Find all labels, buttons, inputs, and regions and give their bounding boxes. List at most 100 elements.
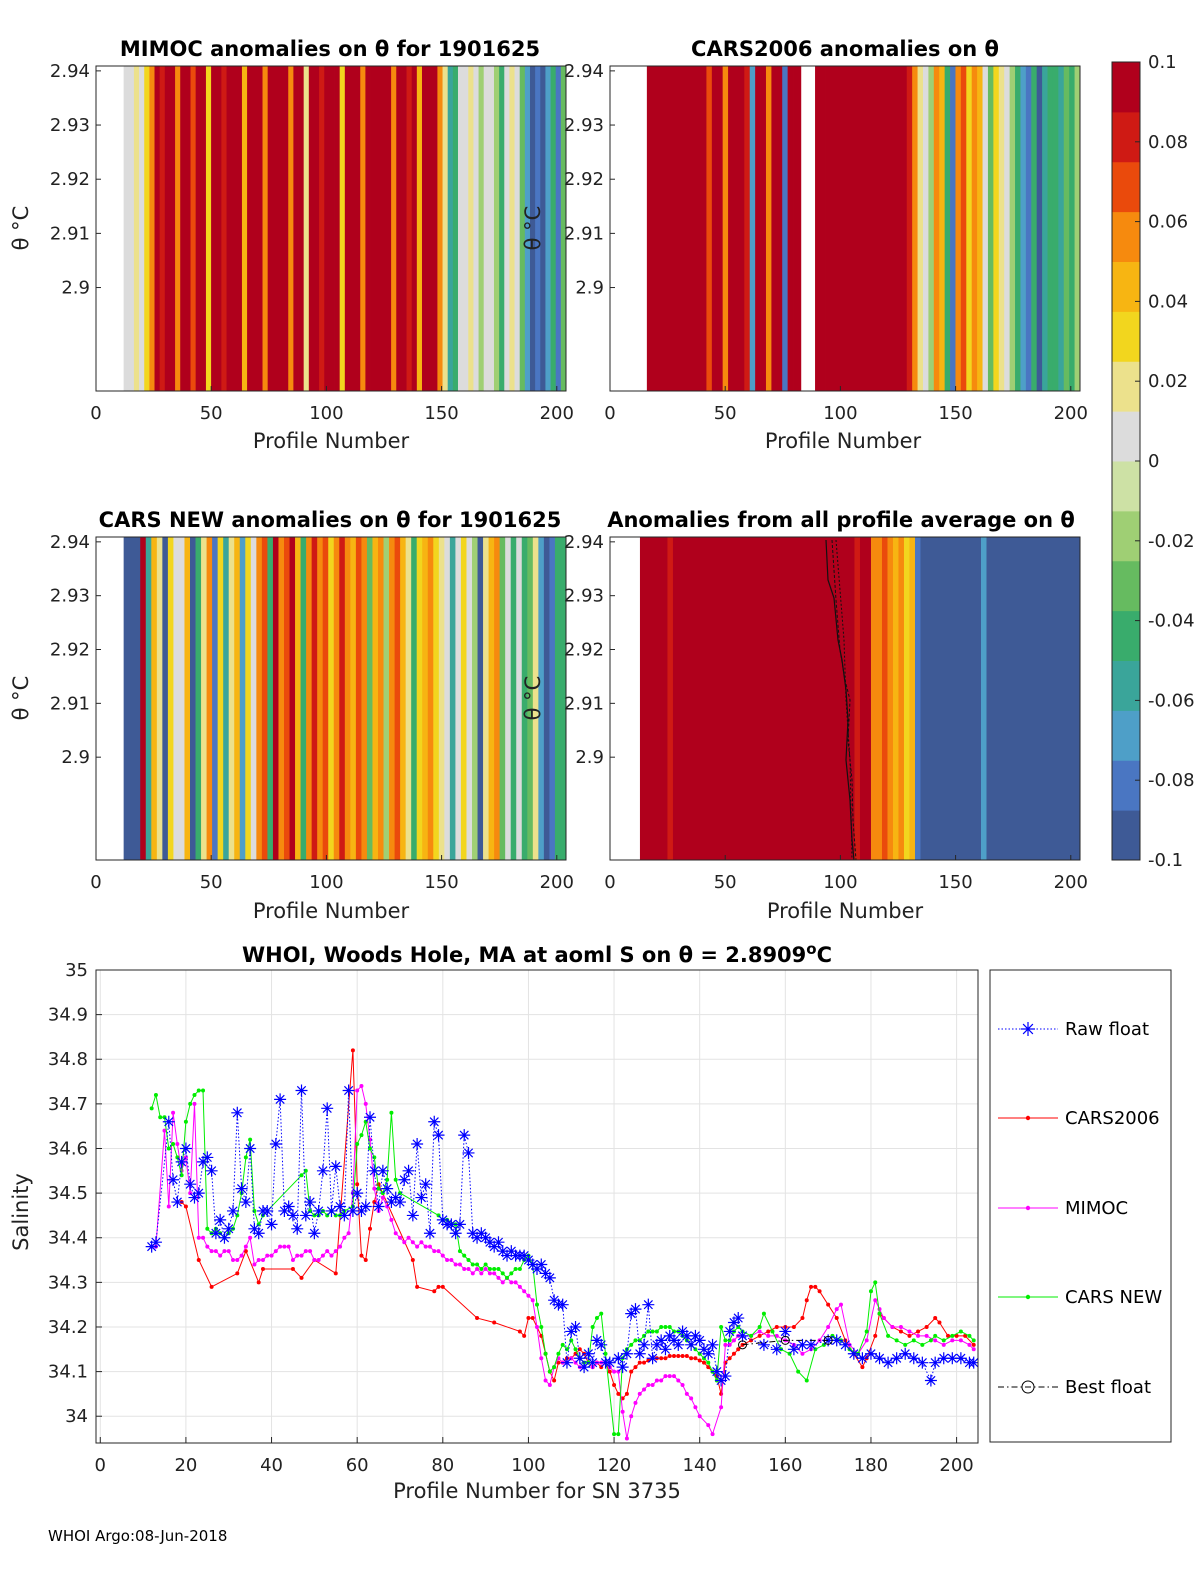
heatmap-cell [355, 537, 362, 860]
heatmap-cell [953, 537, 960, 860]
x-tick-label: 60 [346, 1455, 369, 1476]
heatmap-cell [452, 66, 459, 391]
heatmap-cell [226, 66, 233, 391]
data-point [522, 1254, 535, 1267]
data-point [350, 1048, 355, 1053]
data-point [492, 1271, 497, 1276]
heatmap-cell [717, 66, 724, 391]
data-point [333, 1271, 338, 1276]
data-point [243, 1155, 248, 1160]
heatmap-cell [1074, 537, 1081, 860]
data-point [308, 1227, 321, 1240]
data-point [457, 1249, 462, 1254]
data-point [256, 1258, 261, 1263]
data-point [496, 1245, 509, 1258]
data-point [723, 1338, 728, 1343]
data-point [693, 1334, 706, 1347]
heatmap-cell [543, 537, 550, 860]
data-point [286, 1209, 299, 1222]
heatmap-cell [123, 537, 130, 860]
data-point [971, 1338, 976, 1343]
heatmap-cell [955, 66, 962, 391]
data-point [513, 1266, 518, 1271]
data-point [539, 1356, 544, 1361]
data-point [201, 1088, 206, 1093]
data-point [796, 1338, 809, 1351]
heatmap-cell [917, 66, 924, 391]
data-point [282, 1200, 295, 1213]
heatmap-cell [706, 66, 713, 391]
data-point [303, 1249, 308, 1254]
data-point [637, 1391, 642, 1396]
heatmap-cell [765, 66, 772, 391]
data-point [273, 1249, 278, 1254]
heatmap-cell [711, 537, 718, 860]
colorbar-tick-label: 0.08 [1148, 132, 1188, 153]
series-line [151, 1084, 975, 1439]
heatmap-cell [964, 537, 971, 860]
data-point [727, 1338, 732, 1343]
heatmap-cell [701, 66, 707, 391]
data-point [822, 1334, 835, 1347]
legend-marker [1021, 1380, 1035, 1394]
heatmap-cell [876, 537, 883, 860]
heatmap-cell [416, 537, 423, 860]
data-point [612, 1369, 617, 1374]
data-point [213, 1249, 218, 1254]
data-point [372, 1155, 377, 1160]
data-point [757, 1329, 762, 1334]
heatmap-cell [892, 537, 899, 860]
y-tick-label: 34.6 [48, 1138, 88, 1159]
heatmap-cell [245, 537, 252, 860]
y-tick-label: 2.91 [50, 693, 90, 714]
x-ticks: 0 20 40 60 80 100 120 140 160 180 200 [95, 1437, 974, 1476]
data-point [963, 1333, 968, 1338]
colorbar-tick-label: -0.06 [1148, 690, 1195, 711]
heatmap-cell [394, 537, 401, 860]
data-point [218, 1231, 231, 1244]
heatmap-cell [277, 66, 284, 391]
data-point [556, 1298, 569, 1311]
data-point [299, 1275, 304, 1280]
heatmap-cell [982, 66, 989, 391]
data-point [800, 1316, 805, 1321]
x-tick-label: 50 [714, 403, 737, 424]
heatmap-cell [971, 66, 978, 391]
data-point [487, 1266, 492, 1271]
y-tick-label: 35 [65, 960, 88, 981]
heatmap-cell [156, 537, 163, 860]
data-point [334, 1200, 347, 1213]
heatmap-cell [885, 66, 891, 391]
data-point [642, 1333, 647, 1338]
data-point [260, 1258, 265, 1263]
heatmap-cell [825, 66, 832, 391]
legend-label: CARS NEW [1065, 1287, 1162, 1308]
heatmap-cell [261, 537, 268, 860]
y-tick-label: 34.4 [48, 1228, 88, 1249]
panel-title: CARS2006 anomalies on θ [691, 37, 999, 61]
heatmap-cell [288, 66, 294, 391]
heatmap-cell [311, 537, 318, 860]
data-point [222, 1222, 235, 1235]
data-point [907, 1352, 920, 1365]
data-point [436, 1284, 441, 1289]
heatmap-cell [814, 66, 821, 391]
heatmap-cell [933, 66, 940, 391]
heatmap-cell [221, 66, 227, 391]
legend-marker [1021, 1022, 1035, 1036]
data-point [243, 1244, 248, 1249]
data-point [864, 1329, 869, 1334]
heatmap-cell [180, 66, 186, 391]
heatmap-cell [977, 66, 983, 391]
heatmap-cells [646, 66, 1081, 391]
heatmap-cell [879, 66, 886, 391]
data-point [505, 1275, 510, 1280]
data-point [834, 1316, 839, 1321]
heatmap-cell [1052, 66, 1059, 391]
heatmap-cell [437, 66, 443, 391]
data-point [967, 1356, 978, 1369]
contour-line [835, 539, 853, 861]
heatmap-cell [1057, 537, 1064, 860]
data-point [167, 1173, 180, 1186]
heatmap-cell [678, 537, 685, 860]
